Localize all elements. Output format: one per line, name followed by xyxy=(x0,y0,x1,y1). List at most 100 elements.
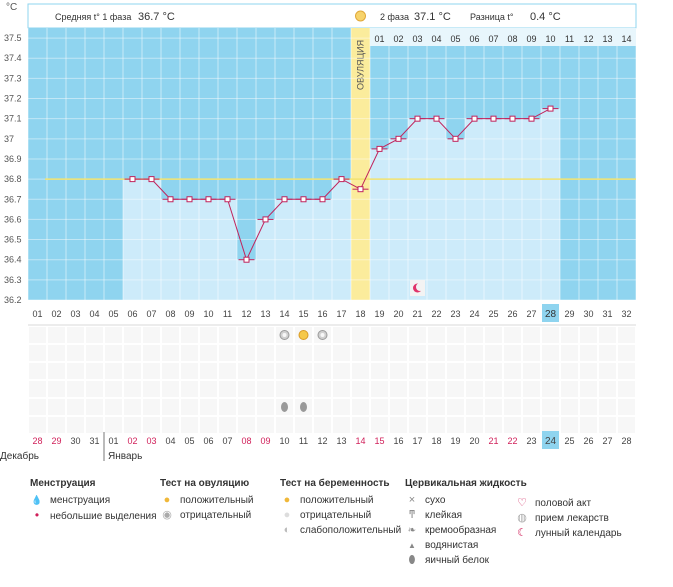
marker-cell xyxy=(599,399,616,415)
marker-cell xyxy=(352,417,369,433)
marker-cell xyxy=(561,381,578,397)
egg-white-icon xyxy=(300,402,307,412)
temp-point[interactable] xyxy=(129,176,136,183)
ovulation-test-negative-icon: ◉ xyxy=(162,509,172,521)
phase2-day-label: 01 xyxy=(374,34,384,44)
marker-cell xyxy=(599,381,616,397)
marker-cell xyxy=(561,399,578,415)
temp-point[interactable] xyxy=(262,216,269,223)
y-tick-label: 36.7 xyxy=(4,194,22,204)
temp-column xyxy=(180,199,199,300)
cycle-day-label: 20 xyxy=(393,309,403,319)
temp-point[interactable] xyxy=(243,256,250,263)
marker-cell xyxy=(276,363,293,379)
marker-cell xyxy=(48,363,65,379)
marker-cell xyxy=(105,417,122,433)
marker-cell xyxy=(162,327,179,343)
temp-point[interactable] xyxy=(509,115,516,122)
marker-cell xyxy=(29,399,46,415)
calendar-date-label: 02 xyxy=(127,436,137,446)
marker-cell xyxy=(561,345,578,361)
temp-point[interactable] xyxy=(414,115,421,122)
marker-cell xyxy=(352,327,369,343)
lunar-mask xyxy=(416,283,424,291)
marker-cell xyxy=(409,417,426,433)
temp-point[interactable] xyxy=(433,115,440,122)
marker-cell xyxy=(580,327,597,343)
marker-cell xyxy=(485,363,502,379)
temp-point[interactable] xyxy=(205,196,212,203)
marker-cell xyxy=(352,399,369,415)
marker-cell xyxy=(428,399,445,415)
dry-icon: × xyxy=(408,494,416,506)
legend-group-title: Тест на беременность xyxy=(280,478,390,489)
marker-cell xyxy=(48,399,65,415)
temp-point[interactable] xyxy=(319,196,326,203)
temp-point[interactable] xyxy=(471,115,478,122)
marker-cell xyxy=(67,327,84,343)
marker-cell xyxy=(466,399,483,415)
legend-item: ◉ отрицательный xyxy=(160,508,253,523)
legend-item: ● положительный xyxy=(280,493,401,508)
marker-cell xyxy=(295,363,312,379)
cycle-day-label: 07 xyxy=(146,309,156,319)
temp-point[interactable] xyxy=(528,115,535,122)
temp-column xyxy=(275,199,294,300)
marker-cell xyxy=(200,417,217,433)
temp-column xyxy=(199,199,218,300)
temp-column xyxy=(465,118,484,301)
marker-cell xyxy=(485,327,502,343)
cycle-day-label: 23 xyxy=(450,309,460,319)
temp-point[interactable] xyxy=(338,176,345,183)
marker-cell xyxy=(219,327,236,343)
phase2-day-label: 04 xyxy=(431,34,441,44)
watery-icon: ▲ xyxy=(408,541,416,550)
y-tick-label: 37.5 xyxy=(4,33,22,43)
temp-point[interactable] xyxy=(167,196,174,203)
marker-cell xyxy=(105,327,122,343)
phase2-day-label: 12 xyxy=(583,34,593,44)
marker-cell xyxy=(618,327,635,343)
pregnancy-test-negative-icon: ● xyxy=(283,509,291,521)
temp-point[interactable] xyxy=(395,135,402,142)
temp-point[interactable] xyxy=(186,196,193,203)
legend-item-label: положительный xyxy=(180,495,254,506)
y-tick-label: 36.5 xyxy=(4,235,22,245)
phase2-day-label: 05 xyxy=(450,34,460,44)
marker-cell xyxy=(561,417,578,433)
marker-cell xyxy=(447,417,464,433)
phase1-label: Средняя t° 1 фаза xyxy=(55,12,131,22)
marker-cell xyxy=(485,381,502,397)
temp-point[interactable] xyxy=(357,186,364,193)
marker-cell xyxy=(409,399,426,415)
marker-cell xyxy=(86,363,103,379)
temp-point[interactable] xyxy=(224,196,231,203)
temp-point[interactable] xyxy=(490,115,497,122)
marker-cell xyxy=(143,363,160,379)
marker-cell xyxy=(29,381,46,397)
marker-cell xyxy=(143,381,160,397)
temp-point[interactable] xyxy=(281,196,288,203)
temp-point[interactable] xyxy=(452,135,459,142)
temp-point[interactable] xyxy=(376,145,383,152)
marker-cell xyxy=(295,345,312,361)
marker-cell xyxy=(333,327,350,343)
temp-point[interactable] xyxy=(300,196,307,203)
calendar-date-label: 19 xyxy=(450,436,460,446)
temp-point[interactable] xyxy=(148,176,155,183)
marker-cell xyxy=(105,345,122,361)
legend-group-title: Менструация xyxy=(30,478,96,489)
cycle-day-label: 24 xyxy=(469,309,479,319)
marker-cell xyxy=(143,327,160,343)
calendar-date-label: 12 xyxy=(317,436,327,446)
temp-column xyxy=(161,199,180,300)
marker-cell xyxy=(447,345,464,361)
calendar-date-label: 20 xyxy=(469,436,479,446)
marker-cell xyxy=(466,417,483,433)
temp-point[interactable] xyxy=(547,105,554,112)
marker-cell xyxy=(352,381,369,397)
marker-cell xyxy=(428,363,445,379)
medication-icon: ◍ xyxy=(517,512,527,524)
marker-cell xyxy=(371,327,388,343)
calendar-date-label: 04 xyxy=(165,436,175,446)
